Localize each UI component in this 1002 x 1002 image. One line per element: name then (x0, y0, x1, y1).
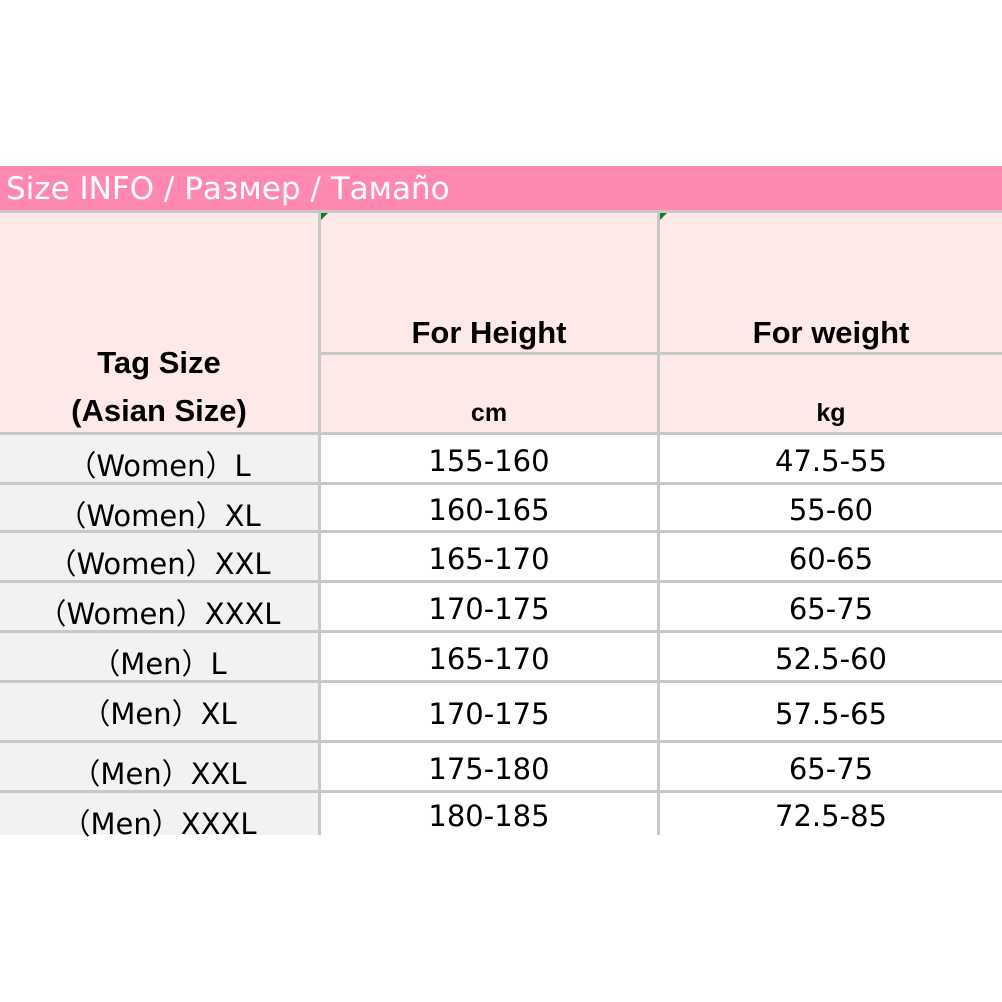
table-cell-tag: （Women）XXL (0, 533, 318, 581)
table-cell-weight: 55-60 (788, 492, 874, 527)
table-cell-weight: 57.5-65 (775, 696, 887, 731)
grid-line (0, 432, 1002, 435)
table-cell-height: 155-160 (428, 443, 550, 478)
table-cell-height: 180-185 (428, 799, 550, 833)
grid-line (0, 740, 1002, 743)
header-for-weight: For weight (752, 315, 910, 350)
header-tag-size: Tag Size (97, 345, 221, 380)
table-cell-height: 165-170 (428, 541, 550, 576)
table-cell-weight: 60-65 (788, 541, 874, 576)
header-cell-weight (660, 213, 1002, 432)
table-cell-tag: （Men）XL (0, 683, 318, 740)
header-height-unit: cm (470, 398, 508, 427)
table-cell-weight: 65-75 (788, 751, 874, 786)
table-cell-tag: （Women）L (0, 435, 318, 483)
grid-line (321, 352, 1002, 355)
header-cell-tag (0, 213, 318, 432)
header-cell-height (321, 213, 657, 432)
table-cell-height: 170-175 (428, 591, 550, 626)
grid-line (0, 530, 1002, 533)
header-weight-unit: kg (816, 398, 846, 427)
grid-line (0, 210, 1002, 213)
table-cell-tag: （Women）XXXL (0, 583, 318, 631)
grid-line (0, 790, 1002, 793)
table-cell-height: 160-165 (428, 492, 550, 527)
header-for-height: For Height (411, 315, 567, 350)
table-cell-tag: （Men）L (0, 633, 318, 681)
table-title: Size INFO / Размер / Тамаño (0, 166, 1002, 211)
table-cell-height: 170-175 (428, 696, 550, 731)
header-asian-size: (Asian Size) (71, 393, 247, 428)
table-cell-tag: （Men）XXXL (0, 793, 318, 841)
cell-comment-marker (659, 213, 667, 221)
table-cell-height: 165-170 (428, 641, 550, 676)
grid-line (0, 630, 1002, 633)
grid-line (318, 213, 321, 835)
table-cell-weight: 72.5-85 (775, 799, 887, 833)
table-cell-weight: 65-75 (788, 591, 874, 626)
grid-line (0, 580, 1002, 583)
grid-line (657, 213, 660, 835)
table-cell-tag: （Men）XXL (0, 743, 318, 791)
grid-line (0, 482, 1002, 485)
grid-line (0, 680, 1002, 683)
cell-comment-marker (320, 213, 328, 221)
table-cell-tag: （Women）XL (0, 485, 318, 533)
table-cell-weight: 52.5-60 (775, 641, 887, 676)
table-cell-weight: 47.5-55 (775, 443, 887, 478)
table-cell-height: 175-180 (428, 751, 550, 786)
